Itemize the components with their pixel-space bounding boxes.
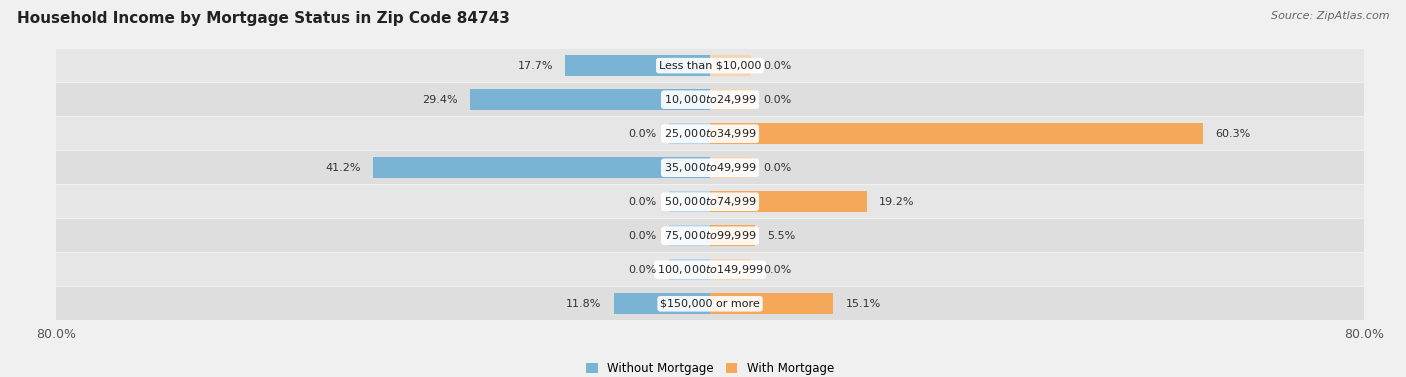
Text: 60.3%: 60.3% [1215, 129, 1250, 139]
Text: $35,000 to $49,999: $35,000 to $49,999 [664, 161, 756, 174]
Bar [710, 123, 1202, 144]
Text: Source: ZipAtlas.com: Source: ZipAtlas.com [1271, 11, 1389, 21]
Bar [669, 191, 710, 212]
Text: $25,000 to $34,999: $25,000 to $34,999 [664, 127, 756, 140]
Bar [710, 259, 751, 280]
Legend: Without Mortgage, With Mortgage: Without Mortgage, With Mortgage [581, 357, 839, 377]
Bar [565, 55, 710, 76]
Bar [56, 83, 1364, 116]
Text: $75,000 to $99,999: $75,000 to $99,999 [664, 229, 756, 242]
Text: 11.8%: 11.8% [567, 299, 602, 309]
Text: Less than $10,000: Less than $10,000 [659, 61, 761, 70]
Text: $100,000 to $149,999: $100,000 to $149,999 [657, 263, 763, 276]
Bar [56, 253, 1364, 286]
Bar [710, 89, 751, 110]
Text: 0.0%: 0.0% [763, 95, 792, 105]
Bar [669, 225, 710, 246]
Text: 0.0%: 0.0% [628, 129, 657, 139]
Text: 0.0%: 0.0% [763, 61, 792, 70]
Bar [56, 151, 1364, 184]
Text: 41.2%: 41.2% [326, 163, 361, 173]
Text: $150,000 or more: $150,000 or more [661, 299, 759, 309]
Text: 5.5%: 5.5% [768, 231, 796, 241]
Bar [56, 287, 1364, 320]
Text: 29.4%: 29.4% [422, 95, 457, 105]
Bar [710, 55, 751, 76]
Text: 17.7%: 17.7% [517, 61, 553, 70]
Bar [56, 185, 1364, 218]
Text: Household Income by Mortgage Status in Zip Code 84743: Household Income by Mortgage Status in Z… [17, 11, 510, 26]
Text: $50,000 to $74,999: $50,000 to $74,999 [664, 195, 756, 208]
Bar [710, 191, 868, 212]
Text: $10,000 to $24,999: $10,000 to $24,999 [664, 93, 756, 106]
Text: 0.0%: 0.0% [628, 231, 657, 241]
Bar [710, 293, 834, 314]
Bar [710, 225, 755, 246]
Text: 0.0%: 0.0% [628, 265, 657, 275]
Bar [710, 157, 751, 178]
Bar [56, 219, 1364, 252]
Bar [374, 157, 710, 178]
Text: 0.0%: 0.0% [763, 163, 792, 173]
Text: 0.0%: 0.0% [628, 197, 657, 207]
Bar [613, 293, 710, 314]
Bar [56, 49, 1364, 82]
Bar [669, 259, 710, 280]
Text: 0.0%: 0.0% [763, 265, 792, 275]
Bar [470, 89, 710, 110]
Text: 15.1%: 15.1% [845, 299, 882, 309]
Text: 19.2%: 19.2% [879, 197, 915, 207]
Bar [56, 117, 1364, 150]
Bar [669, 123, 710, 144]
